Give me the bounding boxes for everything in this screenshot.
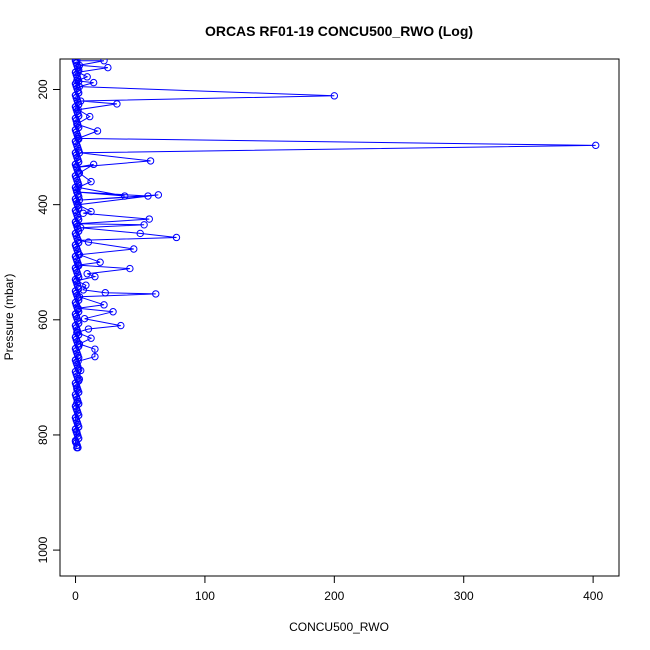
data-point [104, 63, 112, 72]
chart-title: ORCAS RF01-19 CONCU500_RWO (Log) [205, 23, 473, 39]
data-point [96, 258, 104, 266]
data-point [140, 221, 148, 229]
dense-point-column [71, 59, 83, 452]
x-tick-label: 200 [324, 589, 344, 603]
y-tick-label: 200 [36, 79, 50, 99]
data-point [91, 345, 99, 353]
data-point [84, 325, 93, 333]
data-point [126, 264, 134, 273]
data-point [91, 272, 99, 281]
data-point [74, 443, 82, 452]
y-tick-label: 800 [36, 425, 50, 445]
y-axis: 200 400 600 800 1000 [36, 79, 61, 563]
data-point [592, 141, 600, 150]
plot-frame [59, 58, 620, 577]
data-point [120, 192, 129, 200]
data-point [100, 301, 108, 309]
x-tick-label: 400 [583, 589, 603, 603]
data-point [113, 100, 121, 108]
data-point [87, 207, 95, 216]
data-point [83, 73, 91, 81]
data-point [130, 245, 138, 253]
data-point [145, 215, 153, 223]
y-tick-label: 400 [36, 194, 50, 214]
x-axis-label: CONCU500_RWO [289, 620, 389, 634]
data-point [136, 229, 144, 238]
y-tick-label: 600 [36, 309, 50, 329]
x-axis: 0 100 200 300 400 [72, 575, 603, 603]
data-point [83, 270, 91, 278]
data-point [86, 112, 94, 121]
data-point [146, 157, 155, 165]
data-point [100, 59, 108, 65]
data-point [330, 92, 339, 100]
data-point [172, 233, 181, 242]
data-point [80, 314, 89, 323]
data-point [101, 289, 109, 297]
x-tick-label: 300 [454, 589, 474, 603]
x-tick-label: 0 [72, 589, 79, 603]
data-point [154, 191, 163, 199]
data-point [109, 308, 117, 316]
data-point [79, 286, 87, 294]
data-point [89, 78, 98, 87]
data-point [152, 290, 160, 298]
y-axis-label: Pressure (mbar) [2, 274, 16, 361]
data-point [89, 160, 98, 169]
data-point [87, 334, 95, 342]
x-tick-label: 100 [195, 589, 215, 603]
data-point [144, 192, 152, 200]
data-point [91, 352, 99, 361]
series-line [74, 60, 596, 448]
y-tick-label: 1000 [36, 536, 50, 563]
plot-area [71, 59, 600, 452]
data-point [93, 127, 102, 135]
data-point [84, 238, 93, 246]
data-point [87, 177, 95, 186]
data-point [117, 321, 125, 330]
